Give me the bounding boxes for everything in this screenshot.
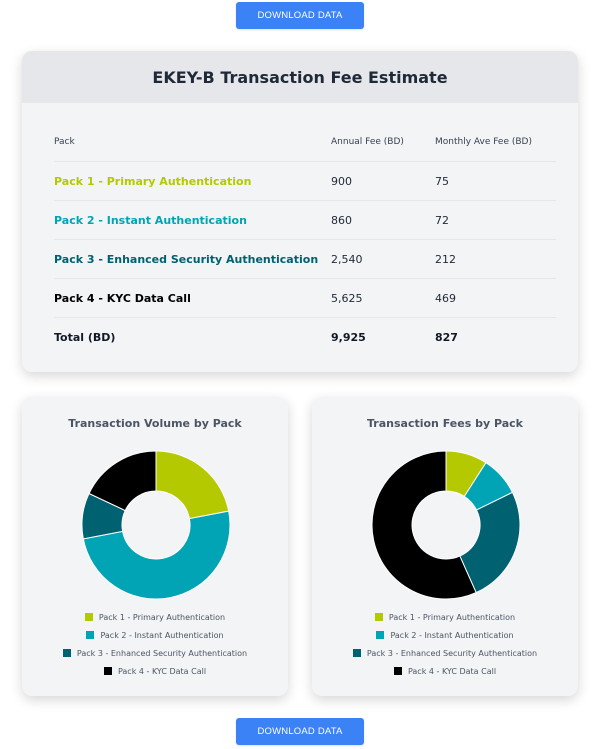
table-row: Pack 3 - Enhanced Security Authenticatio… [54, 240, 556, 279]
donut-slice-pack2[interactable] [82, 510, 231, 600]
legend-item[interactable]: Pack 1 - Primary Authentication [312, 608, 578, 626]
legend-label: Pack 3 - Enhanced Security Authenticatio… [76, 648, 248, 658]
table-row: Pack 2 - Instant Authentication 860 72 [54, 201, 556, 240]
annual-fee: 900 [331, 174, 352, 188]
monthly-fee: 212 [435, 252, 456, 266]
monthly-fee: 75 [435, 174, 449, 188]
header-annual-fee: Annual Fee (BD) [331, 137, 404, 147]
volume-donut-chart [81, 450, 231, 600]
legend-swatch [376, 631, 385, 639]
legend-label: Pack 1 - Primary Authentication [388, 612, 516, 622]
pack-name: Pack 4 - KYC Data Call [54, 291, 191, 305]
donut-slice-pack3[interactable] [459, 491, 521, 594]
legend-label: Pack 1 - Primary Authentication [98, 612, 226, 622]
volume-chart-card: Transaction Volume by Pack Pack 1 - Prim… [22, 397, 288, 696]
annual-fee: 2,540 [331, 252, 363, 266]
header-pack: Pack [54, 137, 75, 147]
donut-slice-pack4[interactable] [371, 450, 477, 600]
fee-table: Pack Annual Fee (BD) Monthly Ave Fee (BD… [54, 123, 556, 356]
legend-label: Pack 4 - KYC Data Call [407, 666, 497, 676]
monthly-fee: 72 [435, 213, 449, 227]
table-row: Pack 1 - Primary Authentication 900 75 [54, 162, 556, 201]
total-row: Total (BD) 9,925 827 [54, 318, 556, 356]
download-data-button-top[interactable]: DOWNLOAD DATA [236, 2, 364, 29]
legend-item[interactable]: Pack 1 - Primary Authentication [22, 608, 288, 626]
legend-item[interactable]: Pack 2 - Instant Authentication [312, 626, 578, 644]
legend-swatch [62, 649, 71, 657]
fee-estimate-header: EKEY-B Transaction Fee Estimate [22, 51, 578, 103]
chart-title: Transaction Volume by Pack [68, 417, 242, 430]
download-data-button-bottom[interactable]: DOWNLOAD DATA [236, 718, 364, 745]
chart-title: Transaction Fees by Pack [367, 417, 523, 430]
legend-label: Pack 2 - Instant Authentication [390, 630, 514, 640]
fee-estimate-title: EKEY-B Transaction Fee Estimate [152, 67, 448, 87]
fee-table-header-row: Pack Annual Fee (BD) Monthly Ave Fee (BD… [54, 123, 556, 162]
total-annual-fee: 9,925 [331, 330, 366, 344]
annual-fee: 5,625 [331, 291, 363, 305]
legend-item[interactable]: Pack 3 - Enhanced Security Authenticatio… [312, 644, 578, 662]
legend-item[interactable]: Pack 4 - KYC Data Call [22, 662, 288, 680]
fee-estimate-card: EKEY-B Transaction Fee Estimate Pack Ann… [22, 51, 578, 372]
fees-chart-card: Transaction Fees by Pack Pack 1 - Primar… [312, 397, 578, 696]
legend-swatch [86, 631, 95, 639]
legend-item[interactable]: Pack 2 - Instant Authentication [22, 626, 288, 644]
monthly-fee: 469 [435, 291, 456, 305]
legend-label: Pack 4 - KYC Data Call [117, 666, 207, 676]
legend-swatch [374, 613, 383, 621]
legend-swatch [352, 649, 361, 657]
donut-slice-pack1[interactable] [155, 450, 230, 520]
pack-name: Pack 1 - Primary Authentication [54, 174, 252, 188]
chart-legend: Pack 1 - Primary Authentication Pack 2 -… [312, 608, 578, 680]
legend-swatch [103, 667, 112, 675]
donut-slice-pack4[interactable] [88, 450, 157, 512]
legend-swatch [393, 667, 402, 675]
legend-label: Pack 3 - Enhanced Security Authenticatio… [366, 648, 538, 658]
pack-name: Pack 3 - Enhanced Security Authenticatio… [54, 252, 319, 266]
total-monthly-fee: 827 [435, 330, 458, 344]
chart-legend: Pack 1 - Primary Authentication Pack 2 -… [22, 608, 288, 680]
table-row: Pack 4 - KYC Data Call 5,625 469 [54, 279, 556, 318]
legend-label: Pack 2 - Instant Authentication [100, 630, 224, 640]
header-monthly-fee: Monthly Ave Fee (BD) [435, 137, 532, 147]
legend-swatch [84, 613, 93, 621]
pack-name: Pack 2 - Instant Authentication [54, 213, 247, 227]
legend-item[interactable]: Pack 4 - KYC Data Call [312, 662, 578, 680]
annual-fee: 860 [331, 213, 352, 227]
fees-donut-chart [371, 450, 521, 600]
legend-item[interactable]: Pack 3 - Enhanced Security Authenticatio… [22, 644, 288, 662]
total-label: Total (BD) [54, 330, 116, 344]
